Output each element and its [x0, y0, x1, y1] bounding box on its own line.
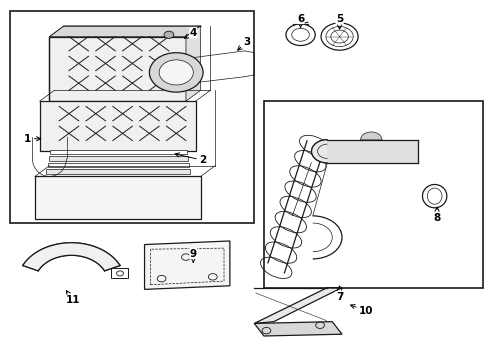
Bar — [47, 163, 188, 167]
Polygon shape — [49, 26, 200, 37]
Bar — [46, 169, 189, 174]
Circle shape — [163, 31, 173, 39]
Text: 6: 6 — [296, 14, 304, 27]
Text: 4: 4 — [184, 28, 197, 38]
Polygon shape — [23, 243, 120, 271]
Bar — [44, 176, 190, 180]
Bar — [111, 268, 128, 278]
Text: 9: 9 — [189, 248, 197, 262]
Text: 1: 1 — [24, 134, 41, 144]
Circle shape — [149, 53, 203, 92]
Bar — [264, 101, 483, 288]
Text: 7: 7 — [335, 286, 343, 302]
Polygon shape — [254, 288, 341, 323]
Bar — [327, 140, 417, 163]
Bar — [50, 150, 186, 154]
Polygon shape — [144, 241, 229, 289]
Text: 2: 2 — [175, 153, 206, 165]
Text: 5: 5 — [335, 14, 343, 29]
Wedge shape — [311, 139, 327, 163]
Text: 8: 8 — [432, 207, 440, 222]
Polygon shape — [185, 26, 200, 101]
Polygon shape — [254, 321, 341, 336]
FancyBboxPatch shape — [40, 101, 195, 151]
Text: 11: 11 — [65, 291, 80, 305]
Text: 10: 10 — [350, 305, 373, 316]
FancyBboxPatch shape — [35, 176, 200, 220]
Bar — [49, 156, 187, 161]
Bar — [10, 12, 254, 223]
FancyBboxPatch shape — [49, 37, 185, 101]
Circle shape — [159, 60, 193, 85]
Text: 3: 3 — [237, 37, 250, 50]
Wedge shape — [360, 132, 381, 140]
